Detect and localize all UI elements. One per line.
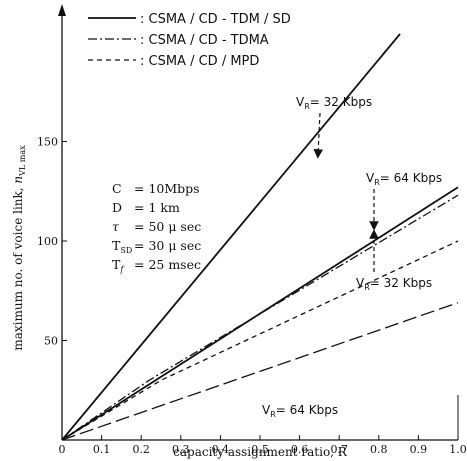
x-tick-label: 0.7 [330, 443, 348, 456]
x-tick-label: 0.6 [291, 443, 309, 456]
x-tick-label: 0.9 [410, 443, 428, 456]
x-tick-label: 0.2 [132, 443, 150, 456]
param-symbol: Tf [112, 257, 125, 274]
x-tick-label: 0.4 [212, 443, 230, 456]
x-tick-label: 1.0 [449, 443, 467, 456]
param-value: = 50 μ sec [134, 219, 201, 234]
param-symbol: τ [112, 219, 120, 234]
y-axis-arrow [58, 4, 66, 16]
x-tick-label: 0.8 [370, 443, 388, 456]
annotation-label: VR= 64 Kbps [366, 171, 442, 187]
y-tick-label: 50 [44, 335, 58, 348]
param-symbol: C [112, 181, 122, 196]
param-value: = 1 km [134, 200, 180, 215]
legend-label: : CSMA / CD / MPD [140, 54, 259, 69]
axis-ticks: 0 0.1 0.2 0.3 0.4 0.5 0.6 0.7 0.8 0.9 1.0 50 100 150 [37, 136, 467, 457]
param-value: = 30 μ sec [134, 238, 201, 253]
x-tick-label: 0.1 [93, 443, 111, 456]
y-tick-label: 150 [37, 136, 58, 149]
x-tick-label: 0.5 [251, 443, 269, 456]
annotation-label: VR= 64 Kbps [262, 403, 338, 419]
y-tick-label: 100 [37, 235, 58, 248]
parameters-block: C = 10Mbps D = 1 km τ = 50 μ sec TSD = 3… [112, 181, 201, 274]
annotations: VR= 32 Kbps VR= 64 Kbps VR= 32 Kbps VR= … [262, 95, 442, 419]
series-line-dashed [61, 240, 459, 441]
legend: : CSMA / CD - TDM / SD : CSMA / CD - TDM… [88, 12, 291, 69]
series-line-dashdot [61, 194, 459, 441]
legend-label: : CSMA / CD - TDMA [140, 33, 269, 48]
legend-label: : CSMA / CD - TDM / SD [140, 12, 291, 27]
x-tick-label: 0.3 [172, 443, 190, 456]
annotation-label: VR= 32 Kbps [356, 276, 432, 292]
series-line-longdash [61, 302, 459, 441]
x-tick-label: 0 [59, 443, 66, 456]
param-value: = 25 msec [134, 257, 201, 272]
x-axis-label: capacity assignment ratio, R [173, 445, 348, 459]
annotation-label: VR= 32 Kbps [296, 95, 372, 111]
param-symbol: TSD [112, 238, 132, 255]
series-line-solid [61, 33, 401, 441]
param-symbol: D [112, 200, 122, 215]
y-axis-label: maximum no. of voice link, nVL max [11, 145, 27, 351]
data-series [61, 33, 459, 441]
param-value: = 10Mbps [134, 181, 200, 196]
